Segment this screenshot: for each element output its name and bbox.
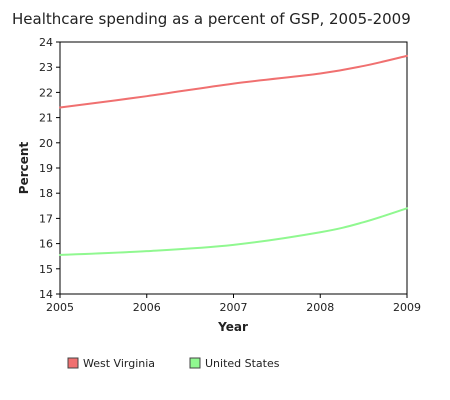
y-tick-label: 18 (39, 187, 53, 200)
series-layer (59, 54, 408, 256)
legend-label-west-virginia: West Virginia (83, 357, 155, 370)
y-tick-label: 23 (39, 61, 53, 74)
legend-swatch-west-virginia (67, 357, 79, 369)
legend-label-united-states: United States (205, 357, 280, 370)
chart-title: Healthcare spending as a percent of GSP,… (12, 10, 411, 28)
x-tick-label: 2007 (220, 301, 248, 314)
y-tick-label: 22 (39, 86, 53, 99)
legend: West Virginia United States (67, 357, 280, 370)
legend-swatch-united-states (189, 357, 201, 369)
y-tick-label: 24 (39, 36, 53, 49)
legend-item-united-states: United States (189, 357, 280, 370)
x-axis-ticks: 2005 2006 2007 2008 2009 (46, 294, 421, 314)
x-tick-label: 2009 (393, 301, 421, 314)
y-tick-label: 19 (39, 162, 53, 175)
series-line-west-virginia (59, 54, 408, 109)
y-tick-label: 21 (39, 112, 53, 125)
y-tick-label: 15 (39, 263, 53, 276)
legend-item-west-virginia: West Virginia (67, 357, 155, 370)
y-tick-label: 20 (39, 137, 53, 150)
x-tick-label: 2008 (306, 301, 334, 314)
x-tick-label: 2005 (46, 301, 74, 314)
y-axis-ticks: 14 15 16 17 18 19 20 21 22 23 24 (39, 36, 60, 301)
y-tick-label: 16 (39, 238, 53, 251)
series-line-united-states (59, 207, 408, 256)
y-axis-label: Percent (17, 142, 31, 195)
x-axis-label: Year (217, 320, 248, 334)
plot-area (59, 41, 408, 295)
plot-frame (59, 41, 408, 295)
x-tick-label: 2006 (133, 301, 161, 314)
y-tick-label: 17 (39, 212, 53, 225)
y-tick-label: 14 (39, 288, 53, 301)
